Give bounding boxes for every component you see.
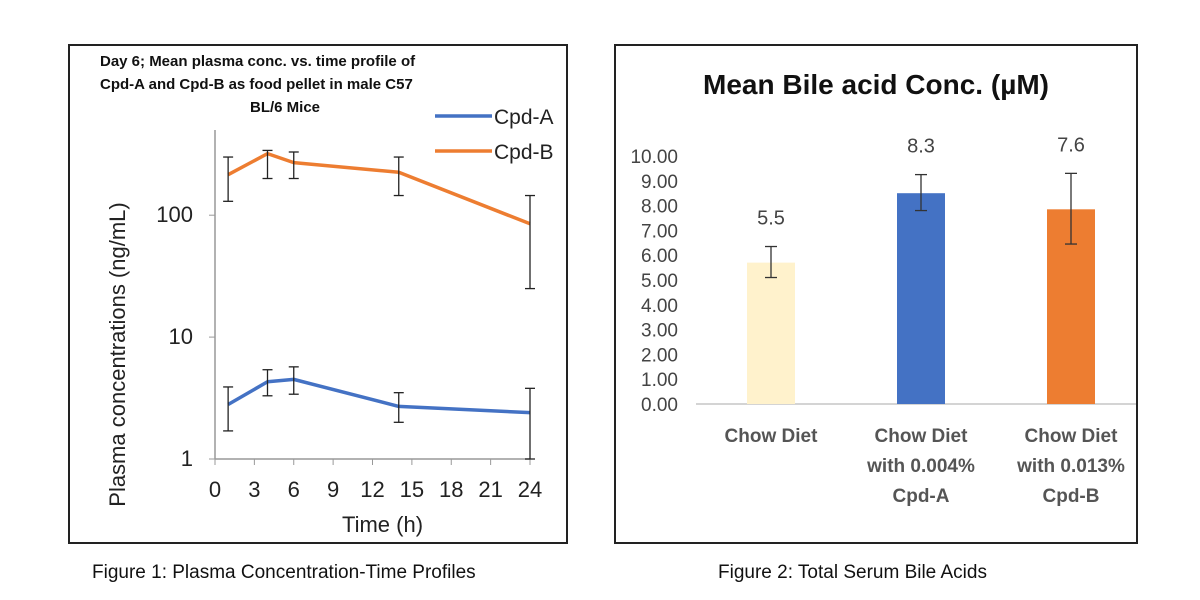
legend-label-cpd-a: Cpd-A — [494, 106, 554, 129]
y-tick-label: 0.00 — [641, 395, 678, 416]
y-tick-label: 9.00 — [641, 172, 678, 193]
figure-1-caption: Figure 1: Plasma Concentration-Time Prof… — [92, 562, 476, 583]
chart-title-line: BL/6 Mice — [250, 99, 320, 116]
y-axis-label: Plasma concentrations (ng/mL) — [105, 202, 130, 506]
series-line-cpd-a — [227, 377, 531, 415]
x-tick-label: 12 — [360, 477, 384, 502]
chart-title: Mean Bile acid Conc. (µM) — [703, 69, 1049, 100]
x-axis-label: Time (h) — [342, 512, 423, 537]
x-tick-label: 18 — [439, 477, 463, 502]
data-label: 7.6 — [1057, 134, 1085, 156]
bar — [897, 193, 945, 404]
y-tick-label: 4.00 — [641, 296, 678, 317]
data-label: 5.5 — [757, 208, 785, 230]
bile-acid-panel: Mean Bile acid Conc. (µM) 0.00 1.00 2.00 3.0… — [614, 44, 1138, 544]
y-tick-label: 7.00 — [641, 221, 678, 242]
y-tick-label: 1.00 — [641, 370, 678, 391]
x-tick-label: 21 — [478, 477, 502, 502]
y-tick-label: 100 — [156, 202, 193, 227]
y-tick-label: 1 — [181, 446, 193, 471]
chart-title-line: Day 6; Mean plasma conc. vs. time profil… — [100, 53, 416, 70]
plasma-profile-panel: Day 6; Mean plasma conc. vs. time profil… — [68, 44, 568, 544]
bile-acid-chart: Mean Bile acid Conc. (µM) 0.00 1.00 2.00 3.0… — [630, 69, 1136, 507]
legend-label-cpd-b: Cpd-B — [494, 141, 554, 164]
plasma-profile-chart: Day 6; Mean plasma conc. vs. time profil… — [100, 53, 554, 537]
category-label: Cpd-A — [893, 486, 950, 507]
y-tick-label: 5.00 — [641, 271, 678, 292]
bar — [747, 262, 795, 404]
y-tick-label: 8.00 — [641, 197, 678, 218]
y-tick-label: 3.00 — [641, 321, 678, 342]
x-tick-label: 3 — [248, 477, 260, 502]
category-label: Chow Diet — [875, 426, 969, 447]
category-label: Cpd-B — [1043, 486, 1100, 507]
y-tick-label: 10.00 — [630, 147, 678, 168]
x-tick-label: 15 — [400, 477, 424, 502]
chart-title-line: Cpd-A and Cpd-B as food pellet in male C… — [100, 76, 413, 93]
y-tick-label: 10 — [169, 324, 193, 349]
category-label: with 0.013% — [1016, 456, 1125, 477]
x-tick-label: 6 — [288, 477, 300, 502]
x-tick-label: 9 — [327, 477, 339, 502]
x-tick-label: 24 — [518, 477, 542, 502]
x-tick-label: 0 — [209, 477, 221, 502]
y-tick-label: 6.00 — [641, 246, 678, 267]
figure-2-caption: Figure 2: Total Serum Bile Acids — [718, 562, 987, 583]
category-label: with 0.004% — [866, 456, 975, 477]
series-line-cpd-b — [227, 151, 531, 226]
data-label: 8.3 — [907, 136, 935, 158]
category-label: Chow Diet — [725, 426, 819, 447]
y-tick-label: 2.00 — [641, 345, 678, 366]
category-label: Chow Diet — [1025, 426, 1119, 447]
